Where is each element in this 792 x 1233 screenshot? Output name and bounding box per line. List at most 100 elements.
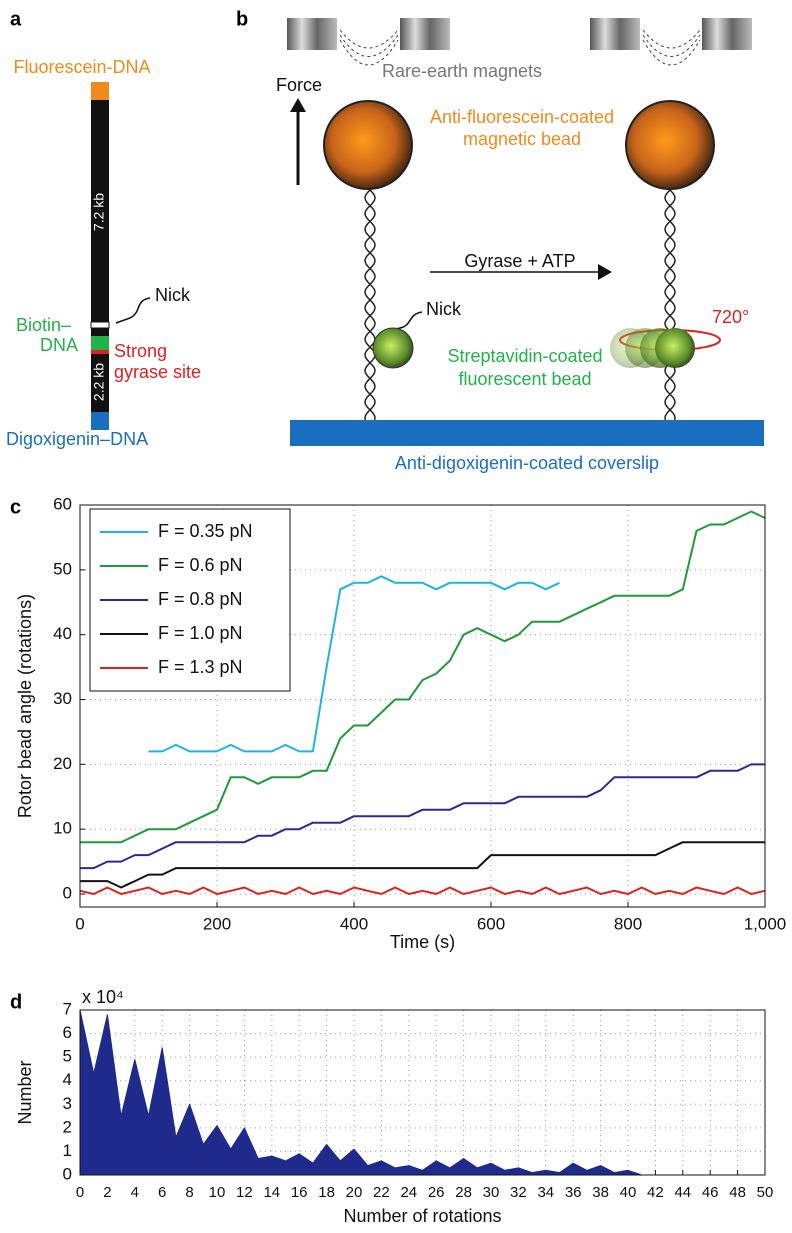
x-tick-label: 32 <box>510 1184 527 1201</box>
panel-b: Rare-earth magnets Force Anti-fluorescei… <box>276 18 764 473</box>
fluorescent-bead <box>372 327 414 369</box>
nick <box>90 321 110 329</box>
bead-label: magnetic bead <box>463 129 581 149</box>
x-tick-label: 36 <box>565 1184 582 1201</box>
x-tick-label: 20 <box>346 1184 363 1201</box>
panel-labels: a b c d <box>10 8 248 1013</box>
data-line <box>79 886 766 895</box>
x-tick-label: 8 <box>185 1184 193 1201</box>
dna-segment <box>91 350 109 412</box>
dna-helix <box>364 189 376 421</box>
data-line <box>80 841 765 889</box>
fluorescein-segment <box>91 82 109 100</box>
y-axis-label: Number <box>15 1060 35 1124</box>
x-tick-label: 50 <box>757 1184 774 1201</box>
dna-label: Fluorescein-DNA <box>13 57 150 77</box>
x-tick-label: 2 <box>103 1184 111 1201</box>
y-tick-label: 60 <box>53 494 72 513</box>
chart: 0 200 400 600 800 1,000 0 10 20 30 40 50 60 F = 0.35 … <box>15 494 787 951</box>
x-tick-label: 30 <box>483 1184 500 1201</box>
coverslip <box>290 420 764 446</box>
x-tick-label: 200 <box>203 914 231 933</box>
x-tick-label: 1,000 <box>744 914 787 933</box>
legend-label: F = 1.0 pN <box>158 623 243 643</box>
reaction-arrowhead <box>598 264 612 280</box>
x-tick-label: 16 <box>291 1184 308 1201</box>
magnet <box>702 18 752 50</box>
data-area <box>79 1009 766 1176</box>
digoxigenin-segment <box>91 412 109 430</box>
x-tick-label: 22 <box>373 1184 390 1201</box>
panel-a: Fluorescein-DNA 7.2 kb 2.2 kb Nick Bioti… <box>6 57 201 449</box>
magnets-label: Rare-earth magnets <box>382 61 542 81</box>
panel-label: b <box>236 8 248 30</box>
y-multiplier: x 10⁴ <box>82 987 124 1007</box>
x-tick-label: 0 <box>75 914 84 933</box>
x-tick-label: 6 <box>158 1184 166 1201</box>
force-label: Force <box>276 75 322 95</box>
x-tick-label: 0 <box>76 1184 84 1201</box>
x-tick-label: 14 <box>263 1184 280 1201</box>
dna-label: Digoxigenin–DNA <box>6 429 148 449</box>
nick-label: Nick <box>155 285 191 305</box>
data-line <box>148 575 560 753</box>
gyrase-site <box>91 350 109 354</box>
gyrase-label: Strong <box>114 341 167 361</box>
force-arrowhead <box>290 98 306 112</box>
legend-label: F = 0.6 pN <box>158 555 243 575</box>
length-label: 2.2 kb <box>91 363 107 401</box>
panel-label: c <box>10 496 21 518</box>
legend-label: F = 0.35 pN <box>158 521 253 541</box>
fluorescent-bead <box>655 328 695 368</box>
x-tick-label: 28 <box>455 1184 472 1201</box>
y-tick-label: 1 <box>63 1141 72 1160</box>
x-tick-label: 12 <box>236 1184 253 1201</box>
x-tick-label: 4 <box>131 1184 139 1201</box>
dna-segment <box>91 328 109 336</box>
biotin-label: DNA <box>40 335 78 355</box>
magnet <box>590 18 640 50</box>
y-tick-label: 3 <box>63 1094 72 1113</box>
magnet <box>287 18 337 50</box>
y-tick-label: 10 <box>53 819 72 838</box>
x-tick-label: 18 <box>318 1184 335 1201</box>
biotin-segment <box>91 336 109 350</box>
biotin-label: Biotin– <box>16 315 71 335</box>
nick-label: Nick <box>426 299 462 319</box>
field-lines <box>339 29 701 66</box>
length-label: 7.2 kb <box>91 193 107 231</box>
y-tick-label: 50 <box>53 559 72 578</box>
y-tick-label: 0 <box>63 1164 72 1183</box>
bead-label: Streptavidin-coated <box>447 346 602 366</box>
y-tick-label: 30 <box>53 689 72 708</box>
y-axis-label: Rotor bead angle (rotations) <box>15 594 35 818</box>
legend-label: F = 0.8 pN <box>158 589 243 609</box>
x-axis-label: Time (s) <box>390 932 455 952</box>
data-line <box>80 510 766 844</box>
legend-label: F = 1.3 pN <box>158 657 243 677</box>
data-line <box>80 763 765 870</box>
x-tick-label: 24 <box>400 1184 417 1201</box>
y-tick-label: 7 <box>63 999 72 1018</box>
x-tick-label: 800 <box>614 914 642 933</box>
nick-arrow <box>115 297 151 324</box>
y-tick-label: 4 <box>63 1070 72 1089</box>
x-tick-label: 34 <box>537 1184 554 1201</box>
chart: 0 2 4 6 8 10 12 14 16 18 20 22 24 26 28 30 32 34 36 38 40 42 4… <box>15 987 774 1226</box>
angle-label: 720° <box>712 307 749 327</box>
legend: F = 0.35 pN F = 0.6 pN F = 0.8 pN F = 1.0 p… <box>89 508 291 692</box>
x-tick-label: 42 <box>647 1184 664 1201</box>
magnetic-bead <box>323 100 413 190</box>
plot-frame <box>79 504 766 908</box>
y-tick-label: 0 <box>63 884 72 903</box>
panel-label: d <box>10 991 22 1013</box>
x-tick-label: 46 <box>702 1184 719 1201</box>
x-tick-label: 10 <box>209 1184 226 1201</box>
reaction-label: Gyrase + ATP <box>464 251 575 271</box>
x-tick-label: 400 <box>340 914 368 933</box>
panel-label: a <box>10 8 22 30</box>
plot-frame <box>79 1009 766 1176</box>
gyrase-label: gyrase site <box>114 362 201 382</box>
